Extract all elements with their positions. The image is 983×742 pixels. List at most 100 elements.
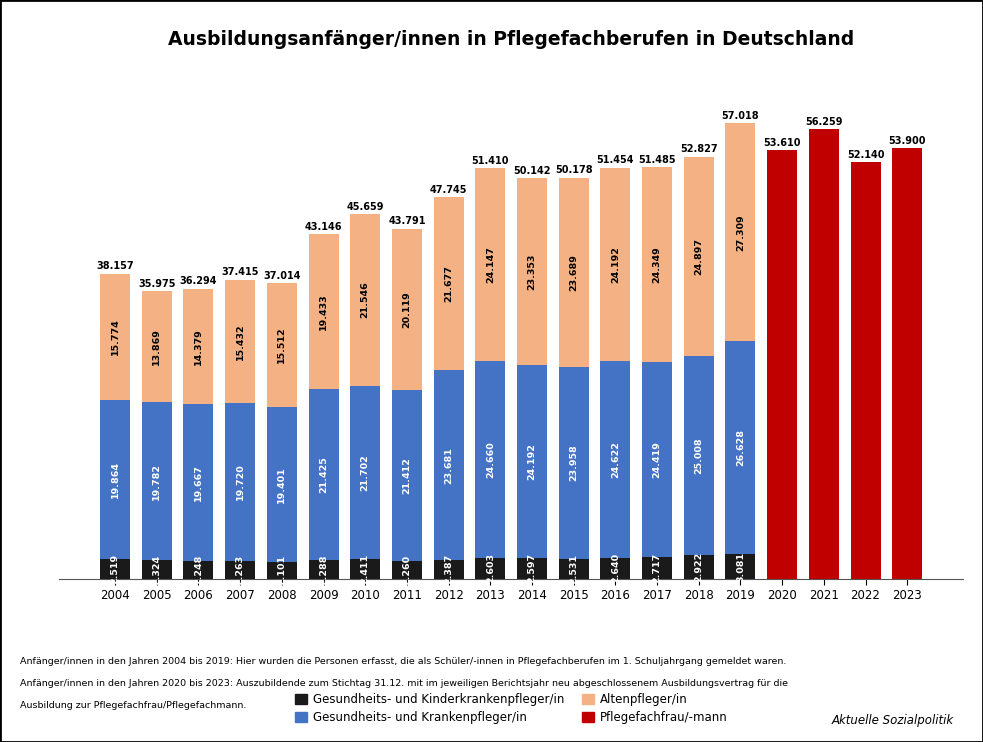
Text: 50.142: 50.142 xyxy=(513,165,550,176)
Bar xyxy=(517,558,547,579)
Text: 27.309: 27.309 xyxy=(736,214,745,251)
Bar xyxy=(517,178,547,365)
Text: 37.415: 37.415 xyxy=(221,267,259,278)
Bar xyxy=(642,362,672,557)
Bar xyxy=(684,355,714,556)
Bar xyxy=(684,157,714,355)
Text: 2.288: 2.288 xyxy=(319,554,328,585)
Text: 24.419: 24.419 xyxy=(653,441,662,478)
Text: 36.294: 36.294 xyxy=(180,276,217,286)
Text: 43.791: 43.791 xyxy=(388,217,426,226)
Text: 20.119: 20.119 xyxy=(402,291,412,328)
Bar xyxy=(476,168,505,361)
Bar xyxy=(266,283,297,407)
Text: 2.531: 2.531 xyxy=(569,554,578,584)
Text: 2.597: 2.597 xyxy=(528,554,537,583)
Text: 15.774: 15.774 xyxy=(111,318,120,355)
Bar xyxy=(767,151,797,579)
Bar xyxy=(642,168,672,362)
Text: 2.260: 2.260 xyxy=(402,555,412,585)
Text: 45.659: 45.659 xyxy=(346,202,384,211)
Text: 2.640: 2.640 xyxy=(610,553,620,583)
Text: 2.101: 2.101 xyxy=(277,555,286,585)
Text: 15.512: 15.512 xyxy=(277,326,286,364)
Bar xyxy=(725,554,756,579)
Text: 2.263: 2.263 xyxy=(236,555,245,585)
Text: 2.248: 2.248 xyxy=(194,554,202,585)
Text: Aktuelle Sozialpolitik: Aktuelle Sozialpolitik xyxy=(832,714,954,727)
Text: 53.610: 53.610 xyxy=(764,138,801,148)
Text: 19.782: 19.782 xyxy=(152,463,161,499)
Bar xyxy=(434,197,464,370)
Bar xyxy=(100,274,130,400)
Title: Ausbildungsanfänger/innen in Pflegefachberufen in Deutschland: Ausbildungsanfänger/innen in Pflegefachb… xyxy=(168,30,854,50)
Bar xyxy=(434,559,464,579)
Text: 24.622: 24.622 xyxy=(610,441,620,478)
Text: 47.745: 47.745 xyxy=(430,185,467,195)
Text: 2.922: 2.922 xyxy=(694,552,703,582)
Text: 19.401: 19.401 xyxy=(277,466,286,503)
Bar xyxy=(392,229,422,390)
Bar xyxy=(809,129,838,579)
Text: 23.681: 23.681 xyxy=(444,447,453,484)
Text: 2.717: 2.717 xyxy=(653,553,662,583)
Text: 19.433: 19.433 xyxy=(319,293,328,330)
Bar xyxy=(558,367,589,559)
Text: 2.519: 2.519 xyxy=(111,554,120,584)
Text: 19.667: 19.667 xyxy=(194,464,202,501)
Bar xyxy=(476,361,505,558)
Bar xyxy=(100,559,130,579)
Text: 21.702: 21.702 xyxy=(361,454,370,491)
Bar xyxy=(184,404,213,561)
Text: 50.178: 50.178 xyxy=(554,165,593,175)
Text: 53.900: 53.900 xyxy=(889,136,926,145)
Bar xyxy=(476,558,505,579)
Text: Ausbildung zur Pflegefachfrau/Pflegefachmann.: Ausbildung zur Pflegefachfrau/Pflegefach… xyxy=(20,701,246,710)
Bar xyxy=(266,407,297,562)
Bar xyxy=(601,558,630,579)
Text: 14.379: 14.379 xyxy=(194,328,202,364)
Bar xyxy=(434,370,464,559)
Bar xyxy=(893,148,922,579)
Bar xyxy=(642,557,672,579)
Bar xyxy=(392,390,422,561)
Text: 37.014: 37.014 xyxy=(263,271,301,280)
Bar xyxy=(266,562,297,579)
Bar xyxy=(309,234,338,390)
Text: Anfänger/innen in den Jahren 2004 bis 2019: Hier wurden die Personen erfasst, di: Anfänger/innen in den Jahren 2004 bis 20… xyxy=(20,657,786,666)
Legend: Gesundheits- und Kinderkrankenpfleger/in, Gesundheits- und Krankenpfleger/in, Al: Gesundheits- und Kinderkrankenpfleger/in… xyxy=(290,689,732,729)
Bar xyxy=(601,168,630,361)
Text: 38.157: 38.157 xyxy=(96,261,134,272)
Bar xyxy=(601,361,630,558)
Text: 2.411: 2.411 xyxy=(361,554,370,584)
Bar xyxy=(184,289,213,404)
Text: 23.353: 23.353 xyxy=(528,253,537,289)
Text: 19.720: 19.720 xyxy=(236,464,245,500)
Bar xyxy=(309,560,338,579)
Bar xyxy=(850,162,881,579)
Bar xyxy=(184,561,213,579)
Bar xyxy=(350,559,380,579)
Text: 35.975: 35.975 xyxy=(138,279,176,289)
Text: 23.958: 23.958 xyxy=(569,444,578,482)
Text: 21.425: 21.425 xyxy=(319,456,328,493)
Text: 3.081: 3.081 xyxy=(736,551,745,582)
Bar xyxy=(684,556,714,579)
Bar xyxy=(558,559,589,579)
Text: 24.349: 24.349 xyxy=(653,246,662,283)
Bar xyxy=(225,280,256,403)
Text: 2.387: 2.387 xyxy=(444,554,453,585)
Bar xyxy=(309,390,338,560)
Text: 23.689: 23.689 xyxy=(569,254,578,291)
Bar xyxy=(100,400,130,559)
Text: 26.628: 26.628 xyxy=(736,430,745,466)
Bar xyxy=(558,178,589,367)
Text: 24.897: 24.897 xyxy=(694,237,703,275)
Text: 21.677: 21.677 xyxy=(444,266,453,302)
Text: 2.603: 2.603 xyxy=(486,554,494,583)
Bar xyxy=(517,365,547,558)
Text: 24.147: 24.147 xyxy=(486,246,494,283)
Text: 25.008: 25.008 xyxy=(694,437,703,474)
Text: 52.827: 52.827 xyxy=(680,144,718,154)
Text: 57.018: 57.018 xyxy=(722,111,759,121)
